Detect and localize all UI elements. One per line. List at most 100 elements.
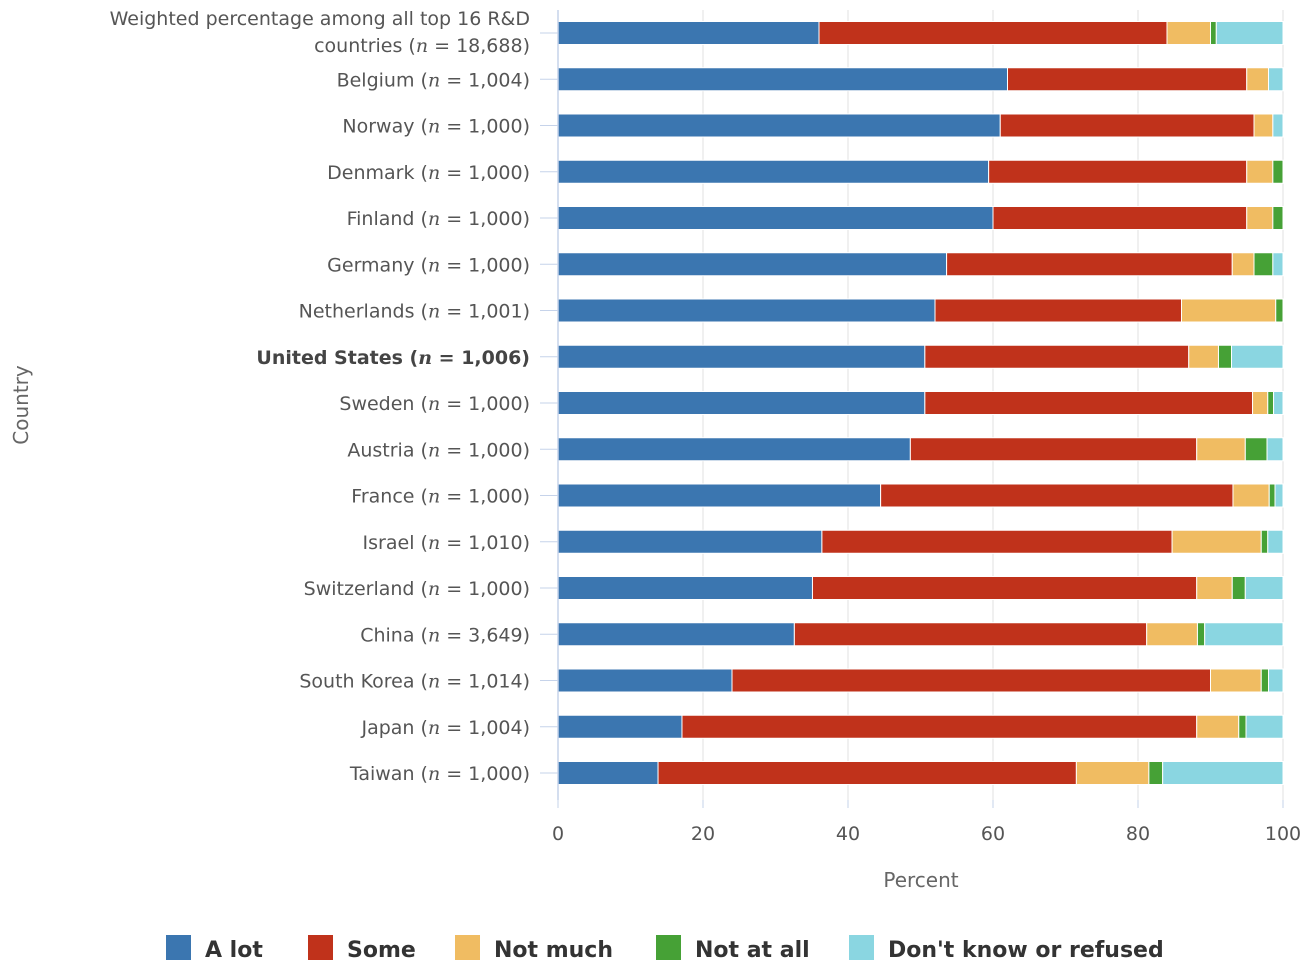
bar-segment	[557, 437, 911, 462]
bar-segment	[946, 252, 1233, 277]
bar-segment	[1272, 252, 1284, 277]
bar-segment	[557, 206, 994, 230]
bar-segment	[1253, 113, 1274, 138]
bar-segment	[924, 391, 1254, 415]
bar-segment	[909, 437, 1198, 462]
bar-segment	[557, 483, 882, 508]
bar-segment	[1231, 344, 1284, 369]
bar-segment	[934, 298, 1182, 323]
bar-segment	[1204, 622, 1284, 647]
bar-segment	[557, 761, 659, 785]
bar-segment	[1246, 206, 1274, 230]
legend-swatch	[455, 935, 480, 960]
category-label: Weighted percentage among all top 16 R&D	[110, 8, 530, 30]
bar-segment	[557, 576, 813, 600]
bar-segment	[1075, 761, 1150, 785]
bar-segment	[1246, 159, 1274, 184]
bar-segment	[1007, 67, 1248, 92]
x-tick-label: 100	[1265, 823, 1301, 845]
bar-segment	[557, 159, 990, 184]
y-axis-title: Country	[9, 365, 33, 445]
legend-label: Not at all	[695, 938, 810, 963]
bar-segment	[1215, 21, 1284, 45]
bar-segment	[1260, 529, 1269, 554]
bar-segment	[1275, 298, 1284, 323]
bar-segment	[1267, 529, 1284, 554]
bar-segment	[1188, 344, 1219, 369]
bar-segment	[1166, 21, 1211, 45]
category-label: France (n = 1,000)	[351, 486, 530, 508]
bar-segment	[681, 714, 1198, 739]
bars	[557, 21, 1284, 785]
category-label: Taiwan (n = 1,000)	[349, 763, 530, 785]
bar-segment	[1162, 761, 1284, 785]
bar-segment	[731, 668, 1211, 693]
bar-segment	[1274, 483, 1284, 508]
category-label: Switzerland (n = 1,000)	[304, 578, 530, 600]
bar-segment	[1253, 252, 1274, 277]
bar-segment	[821, 529, 1173, 554]
category-label: Germany (n = 1,000)	[327, 254, 530, 276]
category-label: countries (n = 18,688)	[314, 35, 530, 57]
x-tick-label: 60	[981, 823, 1005, 845]
category-labels: Weighted percentage among all top 16 R&D…	[110, 8, 530, 785]
category-label: South Korea (n = 1,014)	[299, 671, 530, 693]
bar-segment	[557, 344, 926, 369]
bar-segment	[1244, 437, 1268, 462]
bar-segment	[1238, 714, 1247, 739]
bar-segment	[1268, 668, 1284, 693]
bar-segment	[557, 668, 733, 693]
bar-segment	[1272, 159, 1284, 184]
legend-swatch	[308, 935, 333, 960]
legend-label: A lot	[205, 938, 263, 963]
bar-segment	[818, 21, 1168, 45]
bar-segment	[1210, 668, 1262, 693]
bar-segment	[1217, 344, 1233, 369]
category-label: Norway (n = 1,000)	[342, 116, 530, 138]
category-label: China (n = 3,649)	[360, 624, 530, 646]
bar-segment	[557, 391, 926, 415]
bar-segment	[1171, 529, 1262, 554]
legend-swatch	[656, 935, 681, 960]
legend-label: Don't know or refused	[888, 938, 1164, 963]
bar-segment	[657, 761, 1077, 785]
bar-segment	[557, 529, 823, 554]
bar-segment	[1181, 298, 1277, 323]
bar-segment	[992, 206, 1248, 230]
bar-segment	[1232, 483, 1270, 508]
x-tick-label: 40	[836, 823, 860, 845]
x-tick-label: 20	[691, 823, 715, 845]
legend: A lot Some Not much Not at all Don't know or…	[166, 935, 1164, 963]
bar-segment	[924, 344, 1190, 369]
bar-segment	[1196, 714, 1240, 739]
bar-segment	[1266, 437, 1284, 462]
bar-segment	[1231, 576, 1246, 600]
bar-segment	[1245, 714, 1284, 739]
bar-segment	[557, 67, 1008, 92]
bar-segment	[1272, 206, 1284, 230]
category-label: Denmark (n = 1,000)	[327, 162, 530, 184]
bar-segment	[557, 21, 820, 45]
bar-segment	[999, 113, 1255, 138]
bar-segment	[1267, 391, 1275, 415]
bar-segment	[1244, 576, 1284, 600]
bar-segment	[1252, 391, 1269, 415]
legend-label: Not much	[494, 938, 613, 963]
bar-segment	[1148, 761, 1164, 785]
bar-segment	[1260, 668, 1269, 693]
category-label: Finland (n = 1,000)	[347, 208, 530, 230]
bar-segment	[793, 622, 1148, 647]
category-label: Sweden (n = 1,000)	[339, 393, 530, 415]
legend-swatch	[166, 935, 191, 960]
bar-segment	[1196, 622, 1206, 647]
bar-segment	[557, 622, 795, 647]
bar-segment	[1268, 483, 1276, 508]
bar-segment	[1196, 576, 1233, 600]
bar-segment	[1146, 622, 1198, 647]
legend-label: Some	[347, 938, 416, 963]
bar-segment	[1273, 391, 1284, 415]
category-label: United States (n = 1,006)	[256, 347, 530, 369]
bar-segment	[1210, 21, 1217, 45]
